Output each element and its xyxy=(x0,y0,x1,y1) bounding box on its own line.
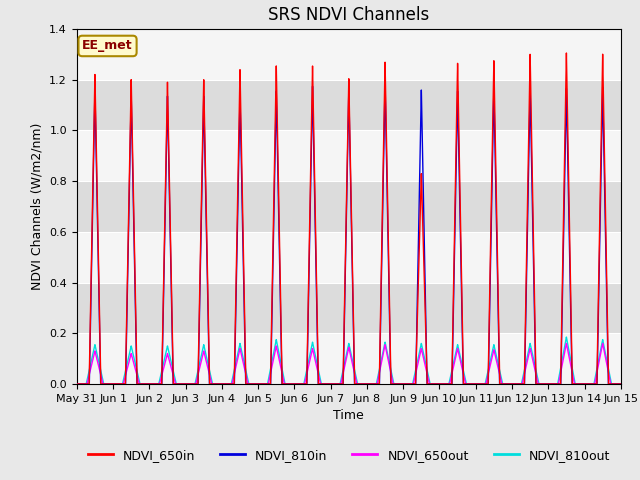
Bar xyxy=(77,80,621,130)
Bar xyxy=(77,181,621,232)
Text: EE_met: EE_met xyxy=(82,39,133,52)
Bar xyxy=(77,283,621,333)
Y-axis label: NDVI Channels (W/m2/nm): NDVI Channels (W/m2/nm) xyxy=(31,123,44,290)
X-axis label: Time: Time xyxy=(333,409,364,422)
Bar xyxy=(77,130,621,181)
Title: SRS NDVI Channels: SRS NDVI Channels xyxy=(268,6,429,24)
Legend: NDVI_650in, NDVI_810in, NDVI_650out, NDVI_810out: NDVI_650in, NDVI_810in, NDVI_650out, NDV… xyxy=(83,444,615,467)
Bar xyxy=(77,333,621,384)
Bar xyxy=(77,232,621,283)
Bar xyxy=(77,29,621,80)
